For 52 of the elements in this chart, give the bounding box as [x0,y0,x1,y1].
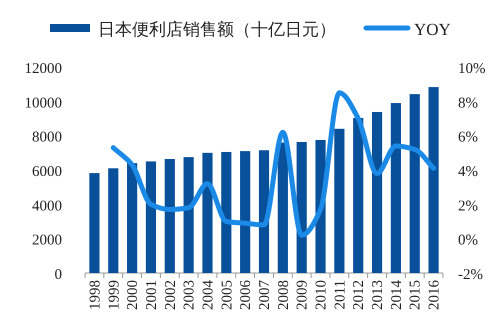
x-tick-label: 2006 [238,280,254,310]
bar [108,168,118,273]
bar [334,128,344,273]
y2-tick-label: 10% [458,61,486,77]
legend-label: YOY [414,20,451,39]
y-tick-label: 4000 [32,198,62,214]
x-tick-label: 1999 [106,280,122,310]
x-tick-label: 2009 [294,280,311,310]
y-tick-label: 8000 [32,130,62,146]
bar [164,159,175,273]
y2-tick-label: 8% [458,95,478,112]
x-tick-label: 2013 [370,280,386,310]
y-tick-label: 2000 [32,232,62,249]
x-tick-label: 2002 [162,280,179,310]
bar [184,157,194,273]
y-tick-label: 10000 [24,95,62,112]
x-tick-label: 2003 [182,280,198,310]
bar [296,142,307,273]
y2-tick-label: -2% [458,267,483,283]
bar [428,87,439,273]
y2-tick-label: 2% [458,198,478,214]
bar [390,103,401,273]
x-tick-label: 2001 [144,280,160,310]
x-tick-label: 2010 [314,280,330,310]
bar [127,163,138,273]
legend-label: 日本便利店销售额（十亿日元） [98,20,336,39]
y2-tick-label: 4% [458,164,478,180]
x-tick-label: 2005 [219,280,236,310]
y2-tick-label: 6% [458,130,478,146]
bar [202,152,213,273]
x-tick-label: 2000 [125,280,142,310]
bar [89,173,100,273]
bar [372,112,382,273]
bar [353,118,364,273]
x-tick-label: 2004 [200,280,216,310]
x-tick-label: 1998 [87,280,104,310]
x-tick-label: 2012 [351,280,368,310]
x-tick-label: 2016 [426,280,443,310]
x-tick-label: 2014 [388,280,405,310]
bar [240,151,250,273]
y-tick-label: 6000 [32,164,62,180]
bar [221,152,232,273]
bar [410,94,420,273]
x-tick-label: 2011 [332,280,348,310]
x-tick-label: 2007 [257,280,273,310]
bar [146,161,156,273]
y2-tick-label: 0% [458,232,478,249]
y-tick-label: 12000 [24,61,62,77]
bar [278,142,288,273]
x-tick-label: 2015 [408,280,424,310]
y-tick-label: 0 [54,267,62,283]
x-tick-label: 2008 [276,280,292,310]
